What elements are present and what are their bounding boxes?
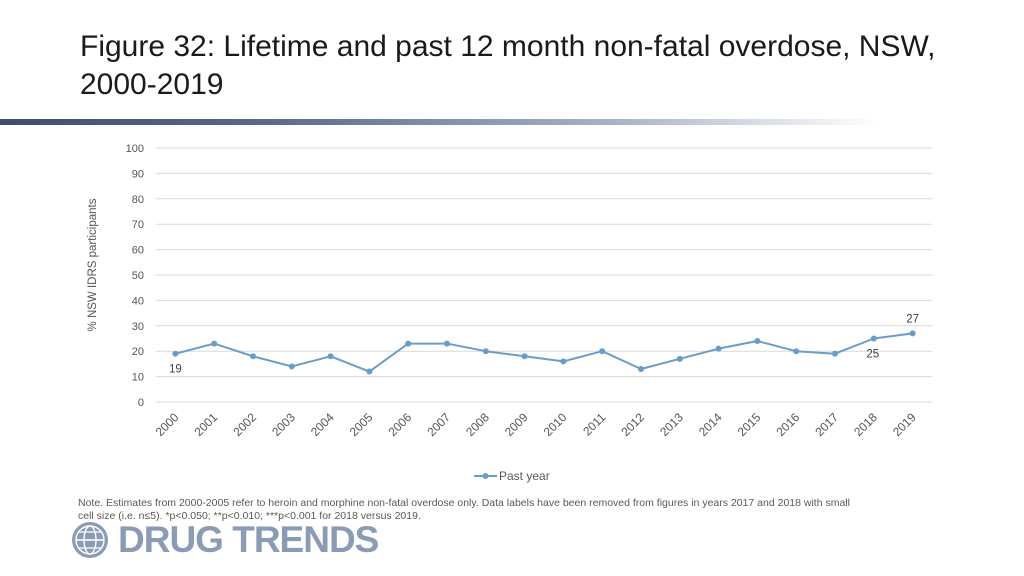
y-tick-label: 100	[126, 143, 144, 155]
y-axis-ticks: 0 10 20 30 40 50 60 70 80 90 100	[126, 143, 144, 409]
legend-swatch-marker	[482, 473, 489, 479]
x-tick-label: 2010	[541, 410, 570, 439]
data-labels: 19 25 27	[169, 313, 919, 375]
y-tick-label: 0	[138, 397, 144, 409]
data-label: 19	[169, 364, 182, 376]
data-label: 25	[866, 349, 879, 361]
x-tick-label: 2014	[696, 410, 725, 439]
gridlines	[156, 147, 932, 403]
data-point	[250, 353, 256, 360]
x-tick-label: 2002	[230, 410, 259, 439]
data-point	[638, 365, 644, 372]
x-tick-label: 2003	[269, 410, 298, 439]
x-tick-label: 2013	[657, 410, 686, 439]
series-line	[175, 332, 913, 373]
data-point	[366, 368, 373, 375]
x-tick-label: 2006	[386, 410, 415, 439]
data-point	[560, 358, 567, 365]
x-tick-label: 2008	[463, 410, 492, 439]
x-tick-label: 2004	[308, 410, 337, 439]
data-point	[754, 338, 761, 345]
x-tick-label: 2012	[618, 410, 647, 439]
y-tick-label: 60	[132, 245, 144, 257]
data-point	[482, 348, 489, 355]
data-point	[288, 363, 295, 370]
x-tick-label: 2005	[347, 410, 376, 439]
data-point	[172, 350, 179, 357]
footnote-line-1: Note. Estimates from 2000-2005 refer to …	[78, 497, 850, 509]
footnote-line-2: cell size (i.e. n≤5). *p<0.050; **p<0.01…	[78, 509, 421, 522]
y-axis-label: % NSW IDRS participants	[87, 198, 99, 331]
y-tick-label: 90	[132, 168, 144, 180]
title-divider	[0, 119, 880, 125]
x-tick-label: 2011	[580, 410, 608, 438]
data-point	[211, 340, 218, 347]
x-tick-label: 2017	[812, 410, 841, 439]
y-tick-label: 40	[132, 295, 144, 307]
legend: Past year	[474, 469, 550, 483]
data-point	[444, 340, 450, 347]
series-past-year	[172, 330, 916, 375]
data-point	[870, 335, 877, 342]
data-point	[793, 348, 800, 355]
y-tick-label: 50	[132, 270, 144, 282]
y-tick-label: 10	[132, 372, 144, 384]
data-label: 27	[906, 313, 919, 325]
x-tick-label: 2016	[774, 410, 803, 439]
data-point	[599, 348, 606, 355]
globe-icon	[72, 522, 108, 558]
logo-wordmark: DRUG TRENDS	[118, 519, 379, 560]
data-point	[676, 355, 683, 362]
data-point	[521, 353, 528, 360]
legend-entry-past-year: Past year	[499, 469, 550, 483]
y-tick-label: 70	[132, 219, 144, 231]
x-tick-label: 2001	[192, 410, 221, 439]
x-tick-label: 2000	[153, 410, 182, 439]
x-tick-label: 2007	[424, 410, 453, 439]
drug-trends-logo: DRUG TRENDS	[70, 519, 379, 560]
x-tick-label: 2018	[851, 410, 880, 439]
page-title: Figure 32: Lifetime and past 12 month no…	[80, 30, 936, 101]
data-point	[715, 345, 722, 352]
data-point	[909, 330, 916, 337]
y-tick-label: 80	[132, 194, 144, 206]
x-tick-label: 2015	[735, 410, 764, 439]
data-point	[327, 353, 334, 360]
x-tick-label: 2019	[890, 410, 919, 439]
x-axis-ticks: 2000 2001 2002 2003 2004 2005 2006 2007 2008 2009…	[153, 410, 919, 439]
y-tick-label: 30	[132, 321, 144, 333]
footnote: Note. Estimates from 2000-2005 refer to …	[78, 497, 958, 522]
x-tick-label: 2009	[502, 410, 531, 439]
data-point	[832, 350, 838, 357]
data-point	[405, 340, 412, 347]
y-tick-label: 20	[132, 346, 144, 358]
